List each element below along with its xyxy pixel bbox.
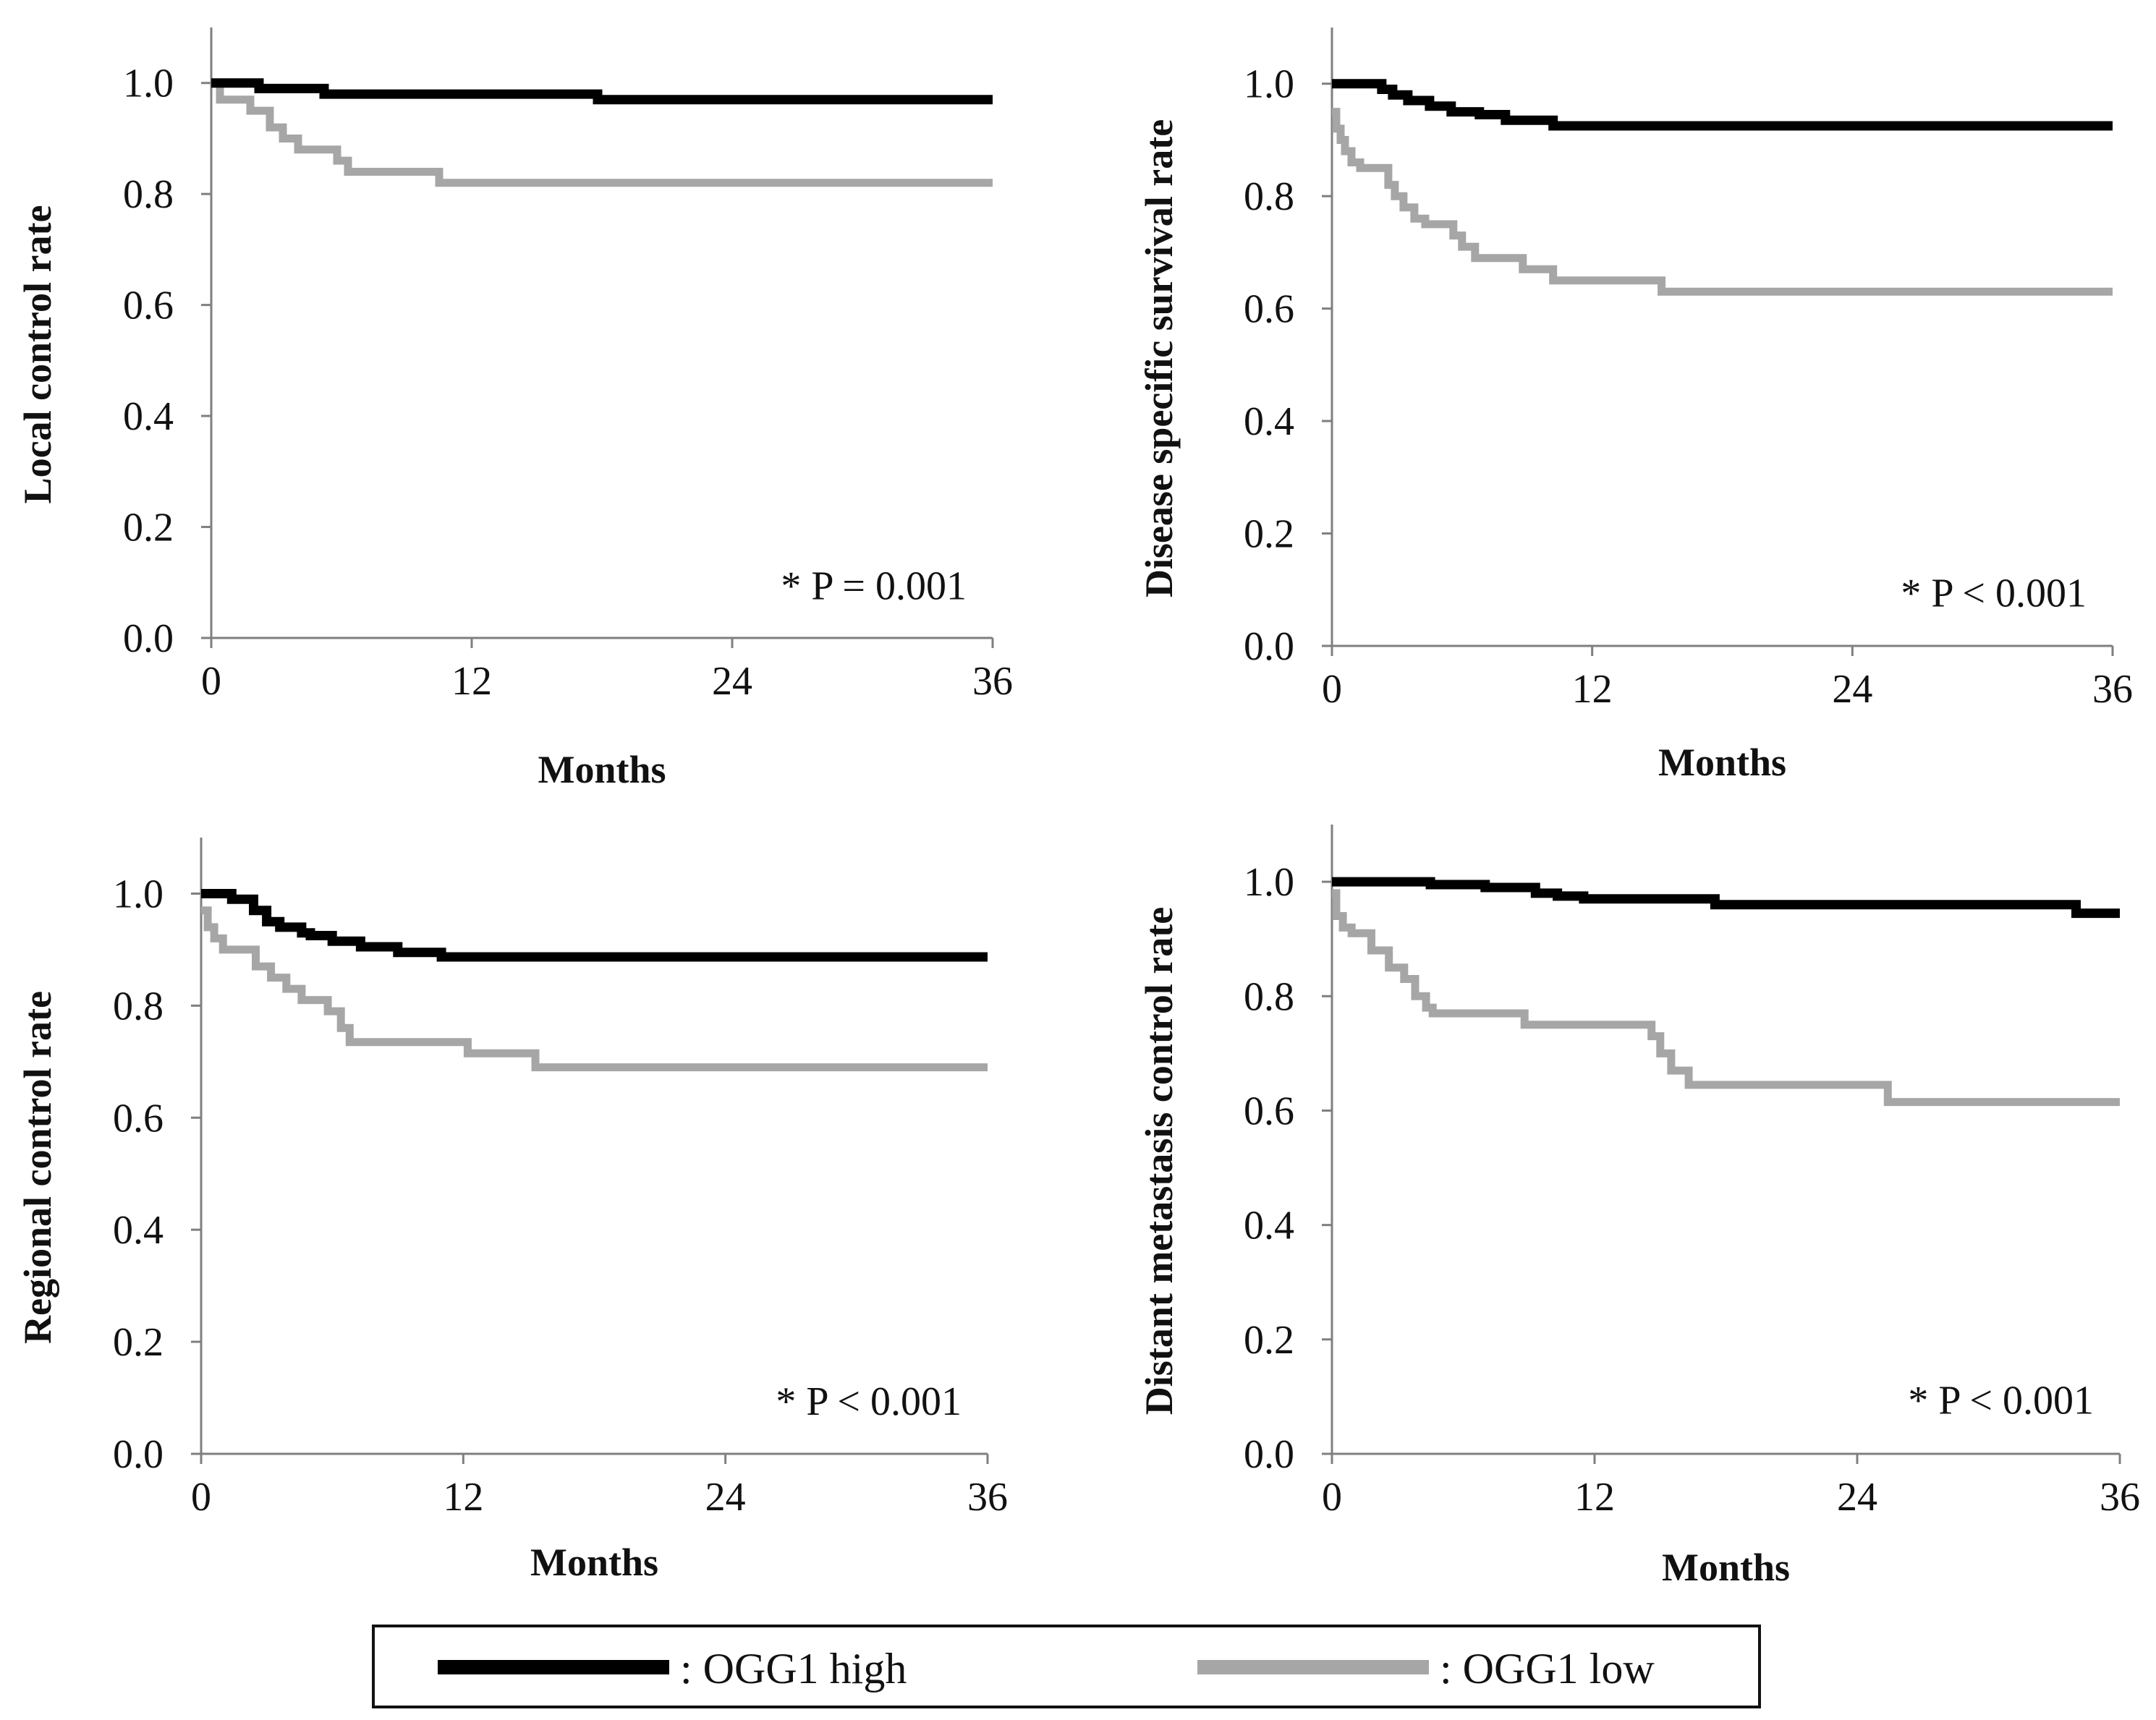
x-tick-label: 0 bbox=[201, 659, 221, 704]
y-axis-title: Regional control rate bbox=[16, 991, 59, 1344]
x-tick-label: 24 bbox=[1832, 667, 1872, 712]
x-tick-label: 24 bbox=[1837, 1475, 1877, 1520]
y-tick-label: 0.8 bbox=[1244, 174, 1294, 219]
series-line-ogg1-low bbox=[211, 79, 993, 187]
y-tick-label: 0.8 bbox=[1244, 974, 1294, 1019]
x-tick-label: 12 bbox=[443, 1475, 483, 1520]
p-value-annotation: * P < 0.001 bbox=[1908, 1379, 2094, 1423]
x-tick-label: 0 bbox=[1322, 1475, 1342, 1520]
y-tick-label: 0.6 bbox=[123, 284, 174, 328]
series-line-ogg1-high bbox=[201, 889, 988, 962]
y-tick-label: 0.0 bbox=[1244, 624, 1294, 669]
x-tick-label: 36 bbox=[2100, 1475, 2140, 1520]
y-tick-label: 0.4 bbox=[1244, 399, 1294, 444]
series-line-ogg1-low bbox=[1332, 108, 2113, 296]
x-axis-title: Months bbox=[1658, 741, 1786, 784]
x-tick-label: 36 bbox=[972, 659, 1013, 704]
y-tick-label: 0.2 bbox=[1244, 1318, 1294, 1363]
y-tick-label: 0.4 bbox=[113, 1208, 164, 1253]
x-axis-title: Months bbox=[530, 1541, 658, 1584]
y-tick-label: 1.0 bbox=[113, 872, 164, 916]
y-tick-label: 0.0 bbox=[1244, 1432, 1294, 1477]
y-tick-label: 0.0 bbox=[113, 1432, 164, 1477]
legend-label-ogg1-high: : OGG1 high bbox=[680, 1645, 907, 1693]
y-tick-label: 0.2 bbox=[123, 506, 174, 550]
y-tick-label: 1.0 bbox=[1244, 860, 1294, 905]
y-tick-label: 0.8 bbox=[113, 984, 164, 1029]
x-axis-title: Months bbox=[1662, 1546, 1790, 1589]
series-line-ogg1-high bbox=[1332, 79, 2113, 131]
y-tick-label: 0.2 bbox=[1244, 512, 1294, 557]
p-value-annotation: * P < 0.001 bbox=[1901, 571, 2087, 616]
y-tick-label: 0.0 bbox=[123, 616, 174, 661]
y-tick-label: 0.6 bbox=[1244, 1089, 1294, 1133]
x-tick-label: 24 bbox=[712, 659, 752, 704]
chart-panels: 0.0 0.2 0.4 0.6 0.8 1.0 0 12 24 36 Months Local con… bbox=[16, 27, 2140, 1589]
legend-label-ogg1-low: : OGG1 low bbox=[1440, 1645, 1655, 1693]
chart-disease-specific-survival: 0.0 0.2 0.4 0.6 0.8 1.0 0 12 24 36 Months Disease s… bbox=[1137, 27, 2133, 784]
p-value-annotation: * P < 0.001 bbox=[776, 1379, 962, 1424]
series-line-ogg1-low bbox=[1332, 889, 2120, 1107]
x-tick-label: 0 bbox=[191, 1475, 211, 1520]
x-tick-label: 36 bbox=[2092, 667, 2133, 712]
series-line-ogg1-high bbox=[1332, 877, 2120, 919]
y-axis-title: Local control rate bbox=[16, 205, 59, 504]
x-tick-label: 12 bbox=[1574, 1475, 1615, 1520]
chart-distant-metastasis-control: 0.0 0.2 0.4 0.6 0.8 1.0 0 12 24 36 Months Distant m… bbox=[1137, 825, 2140, 1589]
x-tick-label: 12 bbox=[1572, 667, 1613, 712]
x-tick-label: 36 bbox=[967, 1475, 1008, 1520]
y-tick-label: 1.0 bbox=[123, 61, 174, 106]
series-line-ogg1-high bbox=[211, 78, 993, 105]
y-tick-label: 0.2 bbox=[113, 1320, 164, 1365]
y-axis-title: Disease specific survival rate bbox=[1137, 119, 1181, 597]
legend: : OGG1 high : OGG1 low bbox=[372, 1625, 1761, 1708]
y-tick-label: 0.6 bbox=[1244, 287, 1294, 332]
series-line-ogg1-low bbox=[201, 906, 988, 1072]
x-tick-label: 0 bbox=[1322, 667, 1342, 712]
p-value-annotation: * P = 0.001 bbox=[781, 563, 967, 608]
y-tick-label: 0.4 bbox=[1244, 1204, 1294, 1248]
y-axis-title: Distant metastasis control rate bbox=[1137, 907, 1181, 1415]
y-tick-label: 0.8 bbox=[123, 172, 174, 217]
x-axis-title: Months bbox=[538, 748, 666, 791]
x-tick-label: 12 bbox=[451, 659, 492, 704]
y-tick-label: 0.4 bbox=[123, 394, 174, 439]
chart-regional-control: 0.0 0.2 0.4 0.6 0.8 1.0 0 12 24 36 Months Regional … bbox=[16, 838, 1008, 1584]
chart-local-control: 0.0 0.2 0.4 0.6 0.8 1.0 0 12 24 36 Months Local con… bbox=[16, 27, 1013, 791]
y-tick-label: 1.0 bbox=[1244, 62, 1294, 107]
y-tick-label: 0.6 bbox=[113, 1096, 164, 1141]
x-tick-label: 24 bbox=[705, 1475, 746, 1520]
